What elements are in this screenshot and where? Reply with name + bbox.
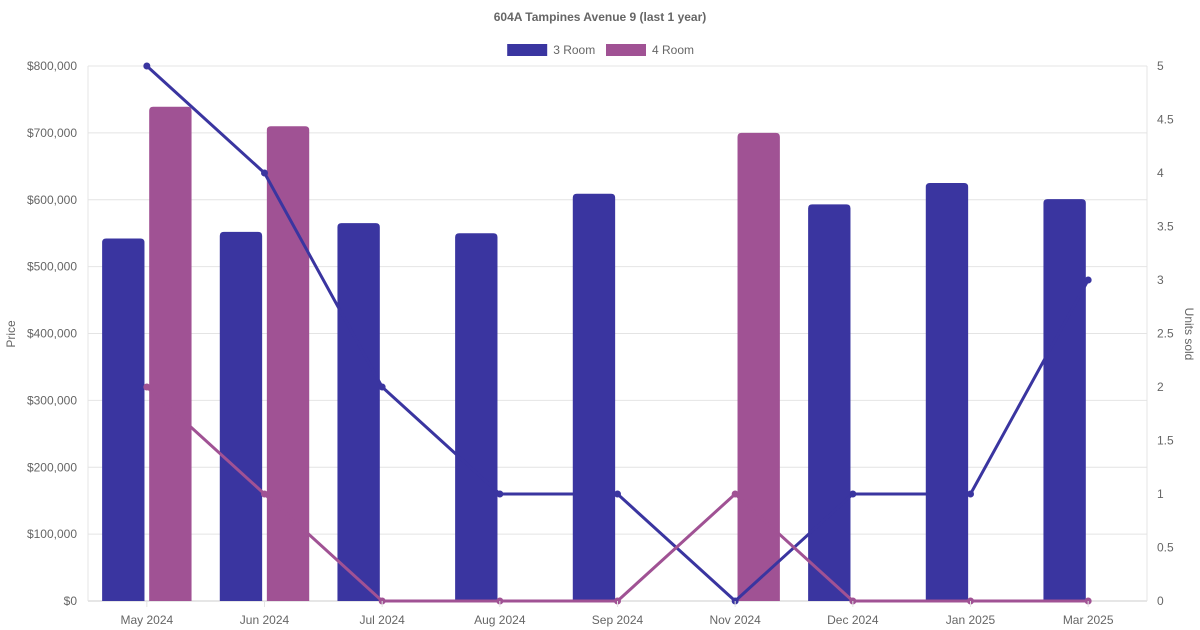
grid bbox=[87, 65, 1148, 602]
legend[interactable]: 3 Room 4 Room bbox=[507, 43, 694, 57]
bar-3-room[interactable] bbox=[572, 193, 616, 601]
x-tick-label: Nov 2024 bbox=[709, 613, 761, 627]
y2-axis-title: Units sold bbox=[1182, 308, 1196, 361]
y-axis-title: Price bbox=[4, 320, 18, 348]
legend-swatch-4-room[interactable] bbox=[606, 44, 646, 56]
bar-3-room[interactable] bbox=[102, 238, 145, 601]
point-4-room[interactable] bbox=[261, 490, 268, 498]
y2-tick-label: 5 bbox=[1157, 59, 1164, 73]
y2-tick-label: 4.5 bbox=[1157, 113, 1174, 127]
bar-3-room[interactable] bbox=[455, 233, 498, 601]
legend-label-4-room[interactable]: 4 Room bbox=[652, 43, 694, 57]
y2-tick-label: 1.5 bbox=[1157, 434, 1174, 448]
x-tick-label: Jul 2024 bbox=[359, 613, 405, 627]
bar-4-room[interactable] bbox=[266, 126, 310, 601]
y2-tick-label: 0.5 bbox=[1157, 541, 1174, 555]
legend-swatch-3-room[interactable] bbox=[507, 44, 548, 56]
bar-4-room[interactable] bbox=[737, 132, 780, 601]
legend-label-3-room[interactable]: 3 Room bbox=[553, 43, 595, 57]
x-tick-label: Sep 2024 bbox=[592, 613, 644, 627]
x-tick-label: Jan 2025 bbox=[946, 613, 996, 627]
y2-axis: 0 0.5 1 1.5 2 2.5 3 3.5 4 4.5 5 bbox=[1157, 59, 1174, 608]
bar-4-room[interactable] bbox=[149, 106, 192, 601]
x-tick-label: Dec 2024 bbox=[827, 613, 879, 627]
x-tick-label: May 2024 bbox=[120, 613, 173, 627]
y-tick-label: $500,000 bbox=[27, 260, 77, 274]
y2-tick-label: 2 bbox=[1157, 380, 1164, 394]
point-4-room[interactable] bbox=[731, 490, 739, 498]
point-3-room[interactable] bbox=[143, 62, 151, 70]
bar-3-room[interactable] bbox=[808, 204, 851, 601]
bar-3-room[interactable] bbox=[1043, 199, 1086, 602]
point-3-room[interactable] bbox=[849, 490, 857, 498]
x-axis: May 2024 Jun 2024 Jul 2024 Aug 2024 Sep 2024… bbox=[120, 601, 1114, 627]
bar-3-room[interactable] bbox=[925, 183, 969, 601]
point-3-room[interactable] bbox=[1084, 276, 1092, 284]
y-tick-label: $800,000 bbox=[27, 59, 77, 73]
y2-tick-label: 1 bbox=[1157, 487, 1164, 501]
y-tick-label: $200,000 bbox=[27, 460, 77, 474]
point-3-room[interactable] bbox=[261, 169, 268, 177]
y-tick-label: $700,000 bbox=[27, 126, 77, 140]
point-3-room[interactable] bbox=[378, 383, 386, 391]
point-3-room[interactable] bbox=[496, 490, 504, 498]
point-4-room[interactable] bbox=[143, 383, 151, 391]
x-tick-label: Aug 2024 bbox=[474, 613, 526, 627]
y2-tick-label: 4 bbox=[1157, 166, 1164, 180]
point-3-room[interactable] bbox=[614, 490, 621, 498]
bar-3-room[interactable] bbox=[337, 223, 380, 601]
chart-title: 604A Tampines Avenue 9 (last 1 year) bbox=[494, 10, 707, 24]
y2-tick-label: 3 bbox=[1157, 273, 1164, 287]
bars bbox=[102, 106, 1086, 602]
x-tick-label: Jun 2024 bbox=[240, 613, 290, 627]
y-tick-label: $0 bbox=[64, 594, 78, 608]
y2-tick-label: 0 bbox=[1157, 594, 1164, 608]
bar-3-room[interactable] bbox=[219, 231, 263, 601]
y-tick-label: $400,000 bbox=[27, 327, 77, 341]
x-tick-label: Mar 2025 bbox=[1063, 613, 1114, 627]
y-axis: $0 $100,000 $200,000 $300,000 $400,000 $500,0… bbox=[27, 59, 77, 608]
y-tick-label: $100,000 bbox=[27, 527, 77, 541]
y-tick-label: $600,000 bbox=[27, 193, 77, 207]
y2-tick-label: 2.5 bbox=[1157, 327, 1174, 341]
y2-tick-label: 3.5 bbox=[1157, 220, 1174, 234]
point-3-room[interactable] bbox=[967, 490, 974, 498]
y-tick-label: $300,000 bbox=[27, 393, 77, 407]
